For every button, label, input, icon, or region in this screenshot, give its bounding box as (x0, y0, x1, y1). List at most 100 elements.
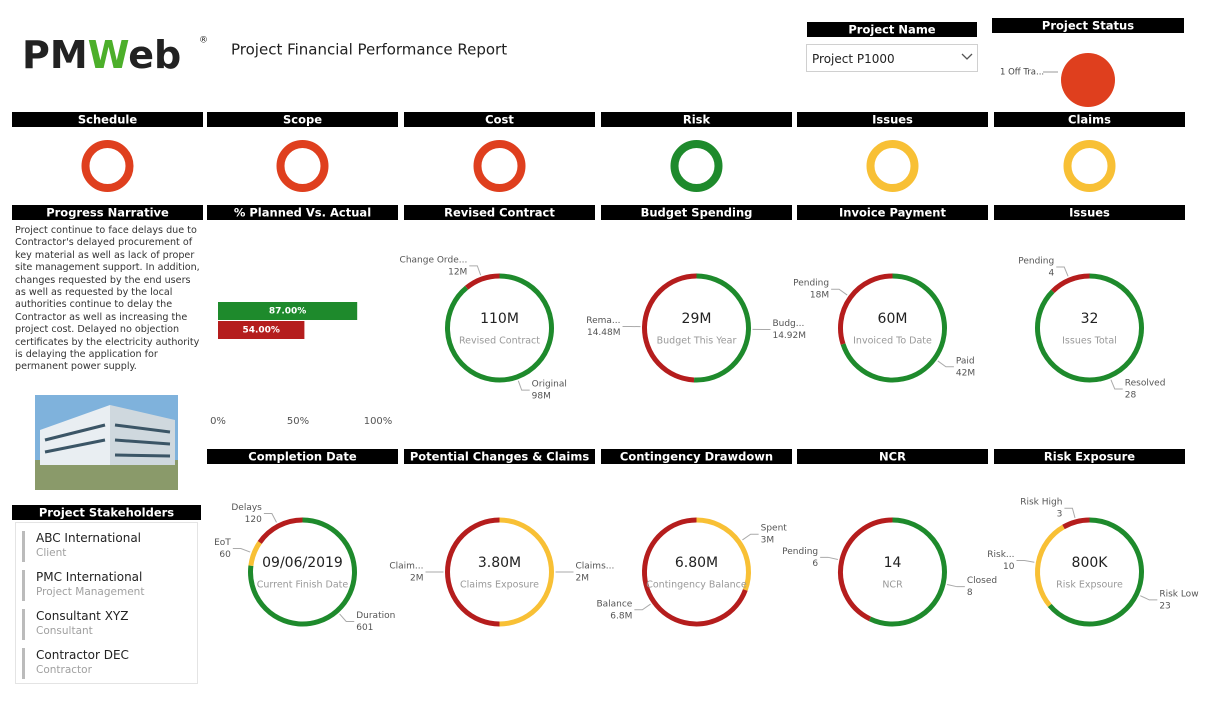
center-value: 29M (682, 311, 712, 327)
segment-value: 120 (245, 515, 262, 525)
section-header-label: Progress Narrative (46, 206, 169, 220)
leader (469, 265, 482, 276)
section-header-label: NCR (879, 450, 906, 464)
stakeholder-role: Consultant (36, 625, 93, 637)
leader (1110, 379, 1123, 390)
segment-name: Pending (782, 547, 818, 557)
segment-name: EoT (214, 538, 231, 548)
stakeholder-name: PMC International (36, 570, 143, 584)
section-header (797, 449, 988, 464)
donut-segment (642, 273, 697, 383)
section-header (797, 112, 988, 127)
donut-segment (445, 517, 500, 627)
project-dropdown[interactable]: Project P1000 (806, 44, 978, 72)
donut-segment (1062, 517, 1090, 530)
donut-segment (693, 273, 751, 383)
section-header (994, 205, 1185, 220)
segment-value: 42M (956, 368, 975, 378)
section-header (797, 205, 988, 220)
status-ring (866, 140, 919, 192)
donut-segment (1035, 273, 1144, 383)
stakeholder-name: ABC International (36, 531, 142, 545)
segment-name: Rema... (586, 316, 620, 326)
section-header (992, 18, 1184, 33)
center-label: Budget This Year (657, 336, 737, 347)
logo: PMWeb (22, 33, 181, 77)
donut-segment (1050, 273, 1090, 294)
leader (937, 360, 954, 368)
segment-name: Spent (761, 524, 788, 534)
logo-mark: ® (199, 36, 208, 46)
donut-segment (257, 517, 303, 544)
donut-segment (840, 273, 947, 383)
section-header-label: Invoice Payment (839, 206, 946, 220)
segment-value: 2M (576, 574, 590, 584)
center-value: 6.80M (675, 555, 718, 571)
segment-name: Delays (231, 503, 262, 513)
segment-name: Pending (1018, 257, 1054, 267)
section-header (404, 112, 595, 127)
leader (820, 556, 839, 561)
section-header-label: % Planned Vs. Actual (234, 206, 371, 220)
segment-value: 10 (1003, 562, 1015, 572)
section-header (601, 449, 792, 464)
section-header-label: Completion Date (248, 450, 357, 464)
section-header-label: Contingency Drawdown (620, 450, 773, 464)
center-value: 800K (1072, 555, 1109, 571)
stakeholder-role: Project Management (36, 586, 145, 598)
segment-name: Risk High (1020, 498, 1062, 508)
x-tick-label: 0% (210, 416, 226, 427)
narrative-text: Project continue to face delays due to C… (15, 225, 200, 373)
stakeholder-name: Consultant XYZ (36, 609, 129, 623)
section-header (12, 505, 201, 520)
section-header (404, 449, 595, 464)
donut-segment (642, 517, 748, 627)
section-header-label: Revised Contract (444, 206, 555, 220)
segment-name: Risk... (987, 550, 1014, 560)
donut-segment (445, 273, 554, 383)
segment-value: 8 (967, 588, 973, 598)
stakeholder: Consultant XYZ Consultant (22, 609, 197, 640)
segment-value: 14.92M (772, 331, 806, 341)
center-value: 32 (1081, 311, 1099, 327)
logo-part: W (88, 33, 129, 77)
bar (218, 302, 358, 320)
leader (1016, 560, 1035, 563)
section-header-label: Issues (872, 113, 913, 127)
x-tick-label: 100% (364, 416, 393, 427)
segment-value: 601 (356, 623, 373, 633)
leader (517, 380, 530, 391)
segment-name: Claims... (576, 562, 615, 572)
leader (634, 603, 651, 611)
donut-segment (248, 540, 262, 567)
segment-value: 28 (1125, 390, 1137, 400)
segment-name: Paid (956, 356, 975, 366)
stakeholder-list: ABC International Client PMC International… (15, 522, 198, 684)
segment-name: Pending (793, 279, 829, 289)
center-label: Contingency Balance (646, 580, 747, 591)
section-header-label: Risk (683, 113, 711, 127)
leader (946, 583, 965, 588)
segment-name: Duration (356, 611, 395, 621)
logo-part: PM (22, 33, 88, 77)
section-header-label: Budget Spending (641, 206, 753, 220)
status-ring (276, 140, 329, 192)
segment-value: 23 (1159, 601, 1170, 611)
stakeholder-name: Contractor DEC (36, 648, 129, 662)
donut-segment (248, 517, 357, 627)
section-header (207, 449, 398, 464)
donut-segment (696, 517, 751, 591)
center-label: Claims Exposure (460, 580, 539, 591)
section-header-label: Claims (1068, 113, 1111, 127)
segment-value: 12M (448, 267, 467, 277)
status-ring (81, 140, 134, 192)
segment-name: Original (532, 380, 567, 390)
center-value: 3.80M (478, 555, 521, 571)
center-value: 60M (878, 311, 908, 327)
section-header-label: Schedule (78, 113, 137, 127)
center-value: 110M (480, 311, 519, 327)
leader (742, 533, 759, 541)
segment-value: 4 (1049, 269, 1055, 279)
